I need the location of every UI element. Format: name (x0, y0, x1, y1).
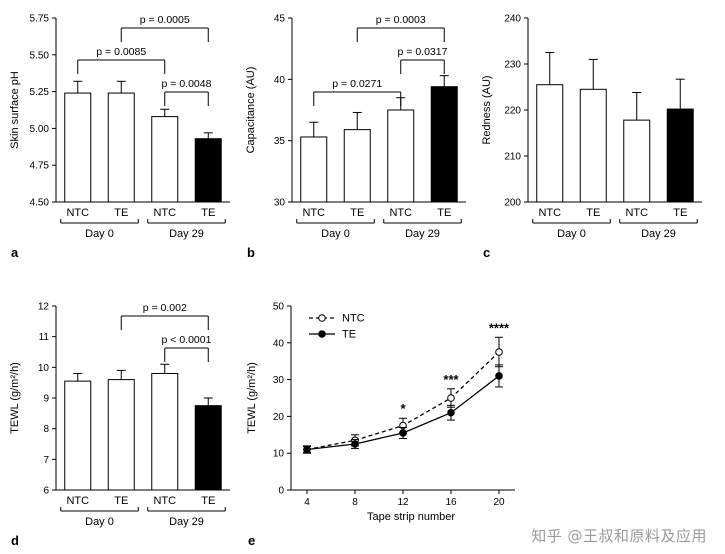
svg-text:4.75: 4.75 (30, 161, 50, 172)
svg-text:12: 12 (38, 302, 50, 313)
svg-text:30: 30 (273, 375, 285, 386)
svg-text:8: 8 (43, 424, 49, 435)
svg-text:TE: TE (350, 207, 364, 219)
svg-text:6: 6 (43, 486, 49, 497)
svg-text:8: 8 (352, 497, 358, 508)
svg-text:200: 200 (504, 198, 521, 209)
svg-text:*: * (400, 401, 406, 416)
svg-text:5.50: 5.50 (30, 50, 50, 61)
svg-text:p < 0.0001: p < 0.0001 (162, 334, 212, 346)
svg-text:p = 0.002: p = 0.002 (143, 302, 187, 314)
svg-text:p = 0.0085: p = 0.0085 (96, 46, 146, 58)
svg-text:p = 0.0003: p = 0.0003 (376, 14, 426, 26)
svg-text:TE: TE (201, 495, 215, 507)
svg-text:TE: TE (201, 207, 215, 219)
svg-text:NTC: NTC (538, 207, 561, 219)
svg-text:NTC: NTC (66, 207, 89, 219)
svg-text:0: 0 (278, 486, 284, 497)
svg-text:12: 12 (397, 497, 409, 508)
svg-text:230: 230 (504, 60, 521, 71)
svg-text:7: 7 (43, 455, 49, 466)
svg-text:Day 29: Day 29 (405, 228, 440, 240)
svg-text:a: a (11, 245, 19, 260)
chart-panel-redness: 200 210 220 230 240 Redness (AU) NTC TE NTC TE Day… (478, 2, 708, 269)
svg-text:Day 0: Day 0 (557, 228, 586, 240)
svg-text:TE: TE (673, 207, 687, 219)
chart-panel-tewl-bar: 6 7 8 9 10 11 12 TEWL (g/m²/h) NTC TE NTC TE Day 0 Da… (6, 290, 236, 554)
svg-text:Redness (AU): Redness (AU) (481, 75, 493, 144)
svg-text:p = 0.0005: p = 0.0005 (140, 14, 190, 26)
svg-text:p = 0.0048: p = 0.0048 (162, 78, 212, 90)
svg-text:Day 29: Day 29 (169, 228, 204, 240)
bar-chart-skin-ph: 4.50 4.75 5.00 5.25 5.50 5.75 Skin surface pH N… (9, 14, 230, 260)
svg-text:TE: TE (586, 207, 600, 219)
svg-text:20: 20 (493, 497, 505, 508)
svg-text:TE: TE (114, 495, 128, 507)
svg-text:Day 29: Day 29 (641, 228, 676, 240)
svg-text:NTC: NTC (625, 207, 648, 219)
svg-text:NTC: NTC (66, 495, 89, 507)
svg-text:Day 29: Day 29 (169, 516, 204, 528)
svg-text:Tape strip number: Tape strip number (367, 511, 455, 523)
svg-text:220: 220 (504, 106, 521, 117)
svg-text:5.00: 5.00 (30, 124, 50, 135)
svg-text:p = 0.0271: p = 0.0271 (332, 78, 382, 90)
svg-text:Skin surface pH: Skin surface pH (9, 71, 21, 149)
svg-text:d: d (11, 533, 19, 548)
chart-panel-tewl-line: 0 10 20 30 40 50 TEWL (g/m²/h) 4 8 12 16 20 Tape str… (243, 290, 533, 554)
svg-text:TEWL (g/m²/h): TEWL (g/m²/h) (246, 362, 258, 434)
svg-text:10: 10 (273, 449, 285, 460)
svg-text:Day 0: Day 0 (85, 516, 114, 528)
svg-text:240: 240 (504, 14, 521, 25)
svg-text:10: 10 (38, 363, 50, 374)
svg-text:e: e (248, 533, 255, 548)
svg-text:Capacitance (AU): Capacitance (AU) (245, 67, 257, 154)
svg-text:NTC: NTC (153, 207, 176, 219)
svg-text:11: 11 (39, 332, 50, 343)
svg-text:NTC: NTC (389, 207, 412, 219)
svg-text:5.25: 5.25 (30, 87, 50, 98)
svg-text:Day 0: Day 0 (321, 228, 350, 240)
svg-text:16: 16 (445, 497, 457, 508)
svg-text:TEWL (g/m²/h): TEWL (g/m²/h) (9, 362, 21, 434)
svg-text:9: 9 (43, 394, 49, 405)
svg-text:5.75: 5.75 (30, 14, 50, 25)
svg-text:40: 40 (274, 75, 286, 86)
svg-text:4.50: 4.50 (30, 198, 50, 209)
svg-text:TE: TE (114, 207, 128, 219)
svg-text:b: b (247, 245, 255, 260)
svg-text:***: *** (443, 372, 459, 387)
svg-text:c: c (483, 245, 490, 260)
svg-text:30: 30 (274, 198, 286, 209)
svg-text:210: 210 (504, 152, 521, 163)
chart-panel-skin-ph: 4.50 4.75 5.00 5.25 5.50 5.75 Skin surface pH N… (6, 2, 236, 269)
svg-text:TE: TE (342, 329, 356, 341)
svg-text:NTC: NTC (342, 313, 365, 325)
svg-text:20: 20 (273, 412, 285, 423)
svg-text:40: 40 (273, 338, 285, 349)
svg-text:35: 35 (274, 136, 286, 147)
svg-text:p = 0.0317: p = 0.0317 (398, 46, 448, 58)
line-chart-tewl-tape-strip: 0 10 20 30 40 50 TEWL (g/m²/h) 4 8 12 16 20 Tape str… (246, 302, 515, 548)
watermark: 知乎 @王叔和原料及应用 (529, 525, 709, 546)
svg-text:NTC: NTC (153, 495, 176, 507)
svg-text:Day 0: Day 0 (85, 228, 114, 240)
svg-text:50: 50 (273, 302, 285, 313)
svg-text:NTC: NTC (302, 207, 325, 219)
svg-text:TE: TE (437, 207, 451, 219)
svg-text:****: **** (489, 320, 510, 335)
svg-text:45: 45 (274, 14, 286, 25)
svg-text:4: 4 (304, 497, 310, 508)
